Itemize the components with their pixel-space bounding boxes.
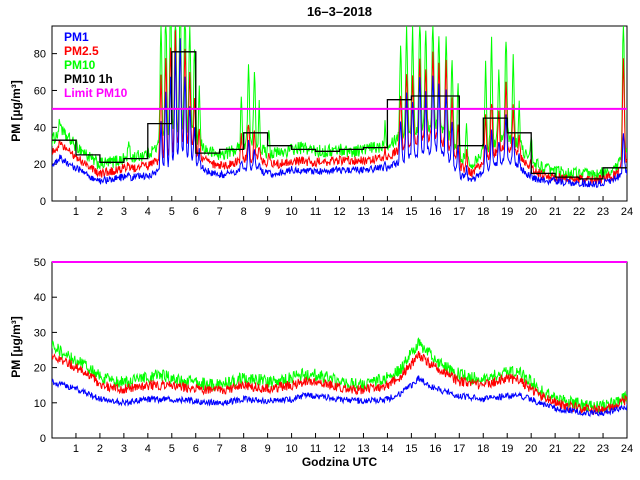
- x-tick-label: 9: [265, 206, 271, 218]
- x-tick-label: 17: [453, 443, 465, 455]
- x-tick-label: 19: [501, 443, 513, 455]
- series-group: [52, 337, 627, 418]
- y-tick-label: 40: [34, 122, 46, 134]
- legend-item-limit-pm10: Limit PM10: [64, 86, 128, 100]
- legend-item-pm10-1h: PM10 1h: [64, 72, 113, 86]
- x-tick-label: 18: [477, 443, 489, 455]
- x-tick-label: 20: [525, 443, 537, 455]
- series-pm1: [52, 375, 627, 418]
- x-tick-label: 15: [405, 206, 417, 218]
- x-tick-label: 1: [73, 206, 79, 218]
- legend: PM1 PM2.5 PM10 PM10 1h Limit PM10: [64, 30, 127, 100]
- x-tick-label: 5: [169, 443, 175, 455]
- x-tick-label: 14: [381, 206, 393, 218]
- x-tick-label: 5: [169, 206, 175, 218]
- x-tick-label: 16: [429, 443, 441, 455]
- x-tick-label: 20: [525, 206, 537, 218]
- axes-box: [51, 261, 628, 439]
- series-group: [52, 26, 627, 188]
- y-tick-label: 40: [34, 292, 46, 304]
- series-pm2-5: [52, 30, 627, 185]
- x-tick-label: 12: [333, 443, 345, 455]
- y-tick-label: 0: [40, 433, 46, 445]
- x-tick-label: 2: [97, 443, 103, 455]
- x-tick-label: 16: [429, 206, 441, 218]
- y-tick-label: 30: [34, 327, 46, 339]
- x-tick-label: 10: [285, 443, 297, 455]
- chart-title: 16–3–2018: [306, 4, 373, 19]
- x-tick-label: 3: [121, 206, 127, 218]
- x-tick-label: 21: [549, 443, 561, 455]
- x-tick-label: 13: [357, 443, 369, 455]
- legend-item-pm2-5: PM2.5: [64, 44, 99, 58]
- x-tick-label: 13: [357, 206, 369, 218]
- subplot-1: 1 2 3 4 5 6 7 8 9 10 11 12 13 14 15 16 17 18 19 20 21 22 23 240…: [34, 257, 633, 455]
- x-tick-label: 18: [477, 206, 489, 218]
- y-tick-label: 50: [34, 257, 46, 269]
- x-tick-label: 8: [241, 206, 247, 218]
- x-tick-label: 19: [501, 206, 513, 218]
- x-tick-label: 4: [145, 206, 151, 218]
- x-tick-label: 23: [597, 206, 609, 218]
- x-tick-label: 22: [573, 206, 585, 218]
- x-tick-label: 17: [453, 206, 465, 218]
- x-tick-label: 2: [97, 206, 103, 218]
- x-tick-label: 21: [549, 206, 561, 218]
- y-tick-label: 20: [34, 363, 46, 375]
- x-tick-label: 6: [193, 206, 199, 218]
- x-tick-label: 11: [310, 206, 321, 218]
- ticks: 1 2 3 4 5 6 7 8 9 10 11 12 13 14 15 16 17 18 19 20 21 22 23 240…: [34, 49, 633, 218]
- x-tick-label: 23: [597, 443, 609, 455]
- x-tick-label: 24: [621, 206, 633, 218]
- x-tick-label: 1: [73, 443, 79, 455]
- y-axis-label-bottom: PM [µg/m³]: [9, 316, 23, 378]
- series-pm10-1h: [52, 51, 627, 180]
- y-tick-label: 10: [34, 398, 46, 410]
- x-tick-label: 10: [285, 206, 297, 218]
- x-tick-label: 3: [121, 443, 127, 455]
- legend-item-pm1: PM1: [64, 30, 89, 44]
- x-tick-label: 22: [573, 443, 585, 455]
- x-tick-label: 9: [265, 443, 271, 455]
- x-tick-label: 12: [333, 206, 345, 218]
- y-tick-label: 80: [34, 49, 46, 61]
- y-tick-label: 20: [34, 159, 46, 171]
- x-tick-label: 7: [217, 206, 223, 218]
- x-tick-label: 4: [145, 443, 151, 455]
- legend-item-pm10: PM10: [64, 58, 96, 72]
- x-axis-label: Godzina UTC: [301, 455, 378, 469]
- subplot-0: 1 2 3 4 5 6 7 8 9 10 11 12 13 14 15 16 17 18 19 20 21 22 23 240…: [34, 25, 633, 218]
- x-tick-label: 6: [193, 443, 199, 455]
- x-tick-label: 7: [217, 443, 223, 455]
- y-tick-label: 0: [40, 196, 46, 208]
- y-tick-label: 60: [34, 85, 46, 97]
- x-tick-label: 11: [310, 443, 321, 455]
- y-axis-label-top: PM [µg/m³]: [9, 80, 23, 142]
- x-tick-label: 8: [241, 443, 247, 455]
- ticks: 1 2 3 4 5 6 7 8 9 10 11 12 13 14 15 16 17 18 19 20 21 22 23 240…: [34, 257, 633, 455]
- x-tick-label: 15: [405, 443, 417, 455]
- x-tick-label: 24: [621, 443, 633, 455]
- x-tick-label: 14: [381, 443, 393, 455]
- series-pm2-5: [52, 350, 627, 416]
